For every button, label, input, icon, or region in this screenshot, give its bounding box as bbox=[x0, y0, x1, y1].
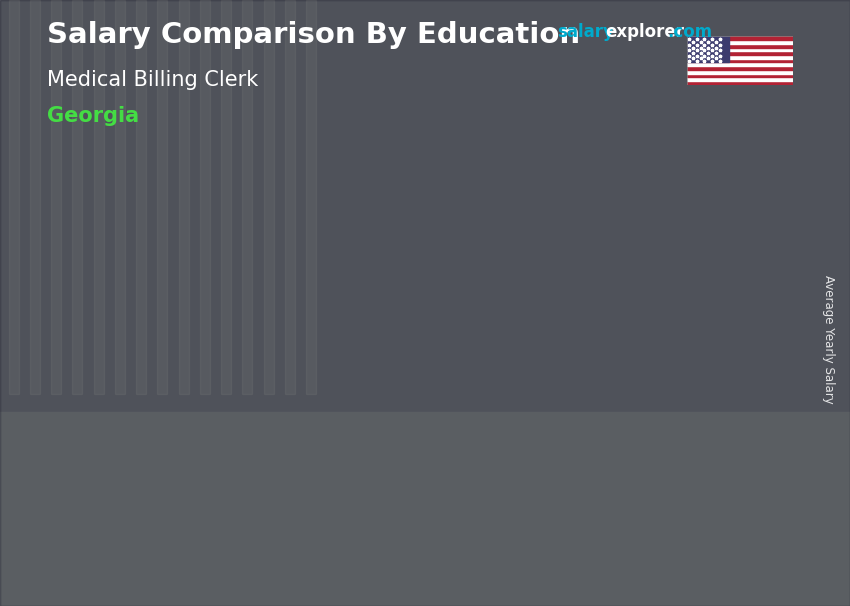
Bar bbox=[264, 0, 274, 394]
Bar bbox=[285, 0, 295, 394]
Bar bbox=[687, 52, 793, 55]
Polygon shape bbox=[608, 225, 624, 515]
Bar bbox=[115, 0, 125, 394]
Bar bbox=[687, 36, 729, 62]
Bar bbox=[51, 0, 61, 394]
Bar bbox=[30, 0, 40, 394]
Polygon shape bbox=[414, 308, 430, 515]
Polygon shape bbox=[220, 364, 236, 515]
Bar bbox=[687, 40, 793, 44]
Bar bbox=[687, 59, 793, 62]
Bar bbox=[72, 0, 82, 394]
Bar bbox=[94, 0, 104, 394]
Bar bbox=[687, 55, 793, 59]
Polygon shape bbox=[333, 308, 430, 318]
Text: Georgia: Georgia bbox=[47, 106, 139, 126]
Bar bbox=[200, 0, 210, 394]
Bar bbox=[687, 44, 793, 47]
Text: +40%: +40% bbox=[251, 202, 341, 231]
Text: explorer: explorer bbox=[605, 23, 684, 41]
Bar bbox=[242, 0, 252, 394]
Bar bbox=[157, 0, 167, 394]
Bar bbox=[687, 81, 793, 85]
Bar bbox=[687, 70, 793, 74]
Text: 67,600 USD: 67,600 USD bbox=[564, 196, 669, 211]
Text: +42%: +42% bbox=[445, 99, 535, 127]
Bar bbox=[0, 0, 850, 424]
Bar bbox=[306, 0, 316, 394]
Polygon shape bbox=[139, 364, 236, 374]
Polygon shape bbox=[333, 318, 414, 515]
Bar bbox=[687, 78, 793, 81]
Text: Medical Billing Clerk: Medical Billing Clerk bbox=[47, 70, 258, 90]
Text: salary: salary bbox=[557, 23, 614, 41]
Text: 34,200 USD: 34,200 USD bbox=[117, 335, 223, 350]
Polygon shape bbox=[527, 225, 624, 236]
Bar bbox=[0, 412, 850, 606]
Bar bbox=[687, 66, 793, 70]
Bar bbox=[687, 62, 793, 66]
Bar bbox=[178, 0, 189, 394]
Text: Salary Comparison By Education: Salary Comparison By Education bbox=[47, 21, 580, 49]
Bar bbox=[687, 47, 793, 52]
Text: Average Yearly Salary: Average Yearly Salary bbox=[822, 275, 836, 404]
Polygon shape bbox=[139, 374, 220, 515]
Text: .com: .com bbox=[667, 23, 712, 41]
Bar bbox=[136, 0, 146, 394]
Bar bbox=[8, 0, 19, 394]
Bar bbox=[221, 0, 231, 394]
Text: 47,700 USD: 47,700 USD bbox=[338, 279, 444, 293]
Bar bbox=[687, 74, 793, 78]
Polygon shape bbox=[527, 236, 608, 515]
Bar bbox=[687, 36, 793, 40]
